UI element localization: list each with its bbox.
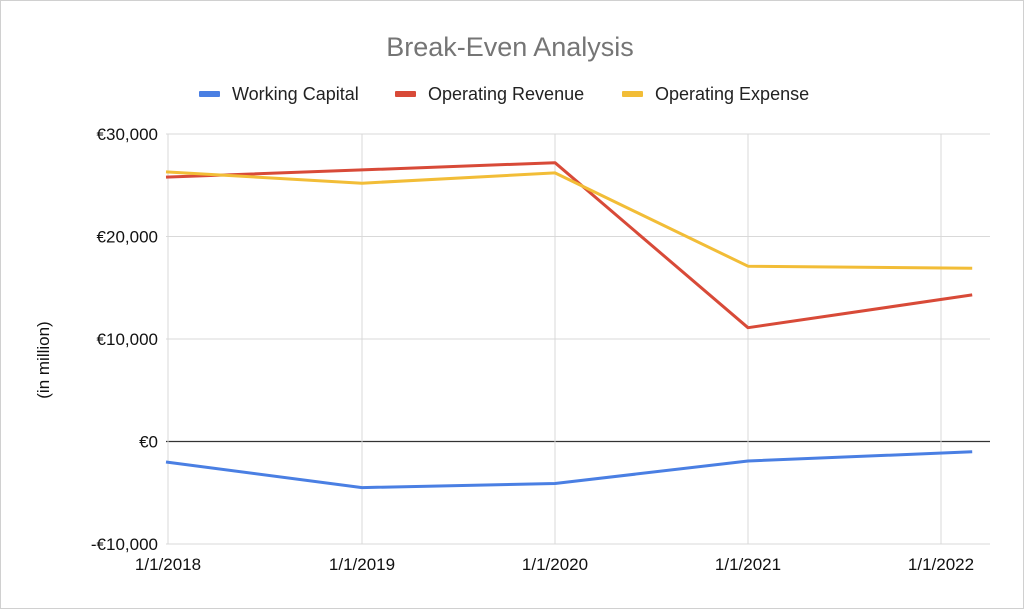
y-tick-label: €30,000 — [97, 125, 158, 144]
y-axis-label: (in million) — [34, 321, 53, 398]
chart-series — [165, 161, 973, 490]
x-tick-label: 1/1/2020 — [522, 555, 588, 574]
x-axis-ticks: 1/1/2018 1/1/2019 1/1/2020 1/1/2021 1/1/2022 — [135, 555, 974, 574]
series-line-operating-revenue — [165, 161, 973, 330]
x-tick-label: 1/1/2019 — [329, 555, 395, 574]
y-tick-label: €10,000 — [97, 330, 158, 349]
series-line-working-capital — [165, 450, 973, 490]
x-tick-label: 1/1/2021 — [715, 555, 781, 574]
legend-swatch-operating-expense — [622, 91, 643, 97]
chart-legend: Working Capital Operating Revenue Operatin… — [199, 84, 809, 104]
y-axis-ticks: -€10,000 €0 €10,000 €20,000 €30,000 — [91, 125, 158, 554]
legend-swatch-operating-revenue — [395, 91, 416, 97]
chart-grid — [166, 133, 990, 545]
series-line-operating-expense — [165, 170, 973, 270]
y-tick-label: -€10,000 — [91, 535, 158, 554]
y-tick-label: €0 — [139, 433, 158, 452]
chart-title: Break-Even Analysis — [386, 32, 634, 62]
y-tick-label: €20,000 — [97, 228, 158, 247]
x-tick-label: 1/1/2018 — [135, 555, 201, 574]
legend-label-operating-revenue: Operating Revenue — [428, 84, 584, 104]
legend-swatch-working-capital — [199, 91, 220, 97]
x-tick-label: 1/1/2022 — [908, 555, 974, 574]
legend-label-operating-expense: Operating Expense — [655, 84, 809, 104]
legend-label-working-capital: Working Capital — [232, 84, 359, 104]
